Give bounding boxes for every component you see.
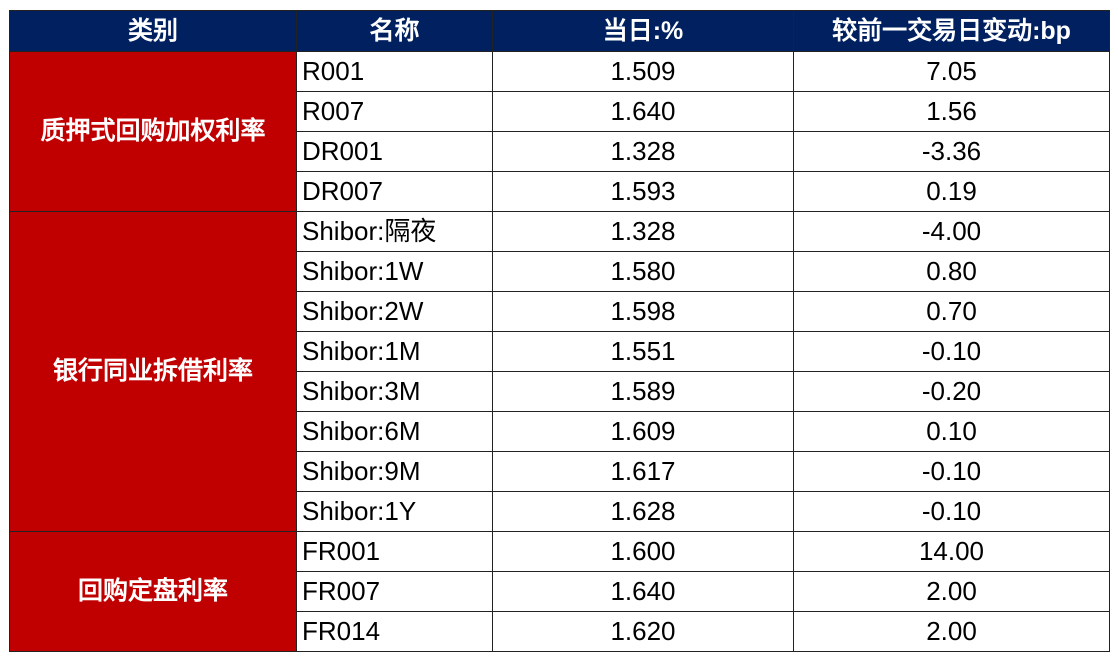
name-cell: DR001	[296, 131, 493, 172]
table-row: Shibor:3M 1.589 -0.20	[10, 371, 1110, 412]
rate-cell: 1.598	[492, 291, 794, 332]
change-cell: -4.00	[793, 211, 1110, 252]
name-cell: Shibor:1M	[296, 331, 493, 372]
name-cell: Shibor:9M	[296, 451, 493, 492]
rate-cell: 1.640	[492, 571, 794, 612]
change-cell: -0.10	[793, 331, 1110, 372]
rate-cell: 1.620	[492, 611, 794, 652]
rates-table: 类别 名称 当日:% 较前一交易日变动:bp 质押式回购加权利率 R001 1.509 7.…	[9, 10, 1110, 652]
name-cell: DR007	[296, 171, 493, 212]
rate-cell: 1.328	[492, 131, 794, 172]
category-cell: 回购定盘利率	[9, 531, 297, 652]
change-cell: 2.00	[793, 611, 1110, 652]
table-body: 质押式回购加权利率 R001 1.509 7.05 R007 1.640 1.56 DR001…	[9, 51, 1110, 652]
change-cell: -0.10	[793, 451, 1110, 492]
change-cell: 0.80	[793, 251, 1110, 292]
table-row: Shibor:9M 1.617 -0.10	[10, 451, 1110, 492]
name-cell: Shibor:3M	[296, 371, 493, 412]
change-cell: 1.56	[793, 91, 1110, 132]
change-cell: 14.00	[793, 531, 1110, 572]
rate-cell: 1.509	[492, 51, 794, 92]
change-cell: 0.19	[793, 171, 1110, 212]
table-row: Shibor:6M 1.609 0.10	[10, 411, 1110, 452]
change-cell: -3.36	[793, 131, 1110, 172]
rate-cell: 1.589	[492, 371, 794, 412]
change-cell: 2.00	[793, 571, 1110, 612]
change-cell: 0.70	[793, 291, 1110, 332]
rate-cell: 1.617	[492, 451, 794, 492]
rate-cell: 1.593	[492, 171, 794, 212]
name-cell: FR007	[296, 571, 493, 612]
change-cell: -0.20	[793, 371, 1110, 412]
table-row: Shibor:2W 1.598 0.70	[10, 291, 1110, 332]
name-cell: Shibor:6M	[296, 411, 493, 452]
table-row: Shibor:1M 1.551 -0.10	[10, 331, 1110, 372]
name-cell: Shibor:2W	[296, 291, 493, 332]
table-row: R007 1.640 1.56	[10, 91, 1110, 132]
category-cell: 质押式回购加权利率	[9, 51, 297, 212]
header-cell: 当日:%	[492, 10, 794, 52]
table-row: FR014 1.620 2.00	[10, 611, 1110, 652]
change-cell: -0.10	[793, 491, 1110, 532]
table-row: FR007 1.640 2.00	[10, 571, 1110, 612]
name-cell: FR014	[296, 611, 493, 652]
rate-cell: 1.328	[492, 211, 794, 252]
header-row: 类别 名称 当日:% 较前一交易日变动:bp	[9, 10, 1110, 52]
rate-cell: 1.600	[492, 531, 794, 572]
rate-cell: 1.628	[492, 491, 794, 532]
name-cell: FR001	[296, 531, 493, 572]
rate-cell: 1.609	[492, 411, 794, 452]
name-cell: R007	[296, 91, 493, 132]
table-row: 质押式回购加权利率 R001 1.509 7.05	[9, 51, 1110, 212]
name-cell: Shibor:1Y	[296, 491, 493, 532]
category-cell: 银行同业拆借利率	[9, 211, 297, 532]
header-cell: 较前一交易日变动:bp	[793, 10, 1110, 52]
name-cell: R001	[296, 51, 493, 92]
rate-cell: 1.640	[492, 91, 794, 132]
change-cell: 7.05	[793, 51, 1110, 92]
table-row: 银行同业拆借利率 Shibor:隔夜 1.328 -4.00	[9, 211, 1110, 532]
header-cell: 类别	[9, 10, 297, 52]
name-cell: Shibor:隔夜	[296, 211, 493, 252]
table-row: 回购定盘利率 FR001 1.600 14.00	[9, 531, 1110, 652]
name-cell: Shibor:1W	[296, 251, 493, 292]
rate-cell: 1.551	[492, 331, 794, 372]
header-cell: 名称	[296, 10, 493, 52]
change-cell: 0.10	[793, 411, 1110, 452]
table-row: Shibor:1W 1.580 0.80	[10, 251, 1110, 292]
rate-cell: 1.580	[492, 251, 794, 292]
